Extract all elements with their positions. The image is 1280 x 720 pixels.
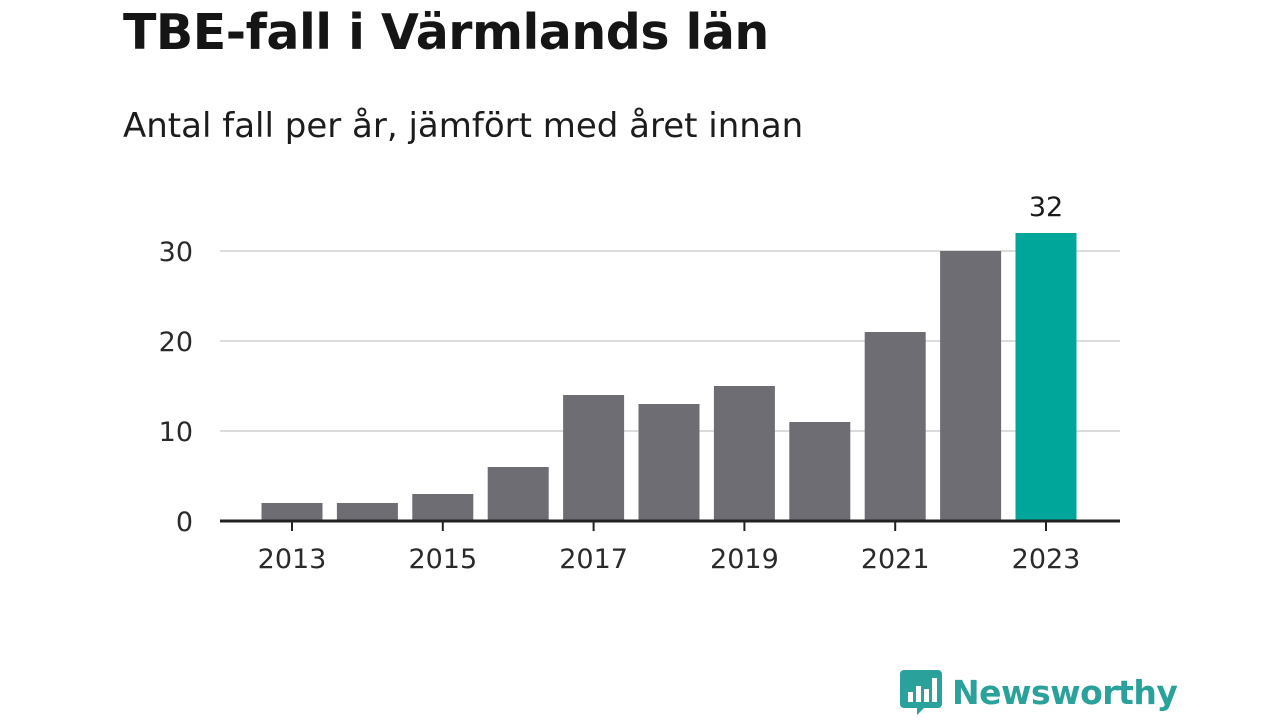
newsworthy-logo: Newsworthy — [900, 668, 1178, 716]
bar-2022 — [940, 251, 1002, 521]
bar-2019 — [713, 386, 775, 521]
bar-2013 — [261, 503, 323, 521]
x-tick-label: 2023 — [1012, 544, 1081, 575]
bar-chart: 0 10 20 30 32 2013 2015 2017 2019 2021 2023 — [159, 192, 1120, 575]
bar-2014 — [336, 503, 398, 521]
bar-2023 — [1015, 233, 1077, 521]
bar-2017 — [563, 395, 625, 521]
bar-2016 — [487, 467, 549, 521]
data-label: 32 — [1029, 192, 1063, 223]
bar-2020 — [789, 422, 851, 521]
y-tick-label: 20 — [159, 327, 193, 358]
y-tick-label: 0 — [176, 507, 193, 538]
x-tick-label: 2013 — [258, 544, 327, 575]
bar-2021 — [864, 332, 926, 521]
bar-chart-speech-bubble-icon — [900, 670, 942, 715]
chart-title: TBE-fall i Värmlands län — [123, 4, 769, 61]
bar-2018 — [638, 404, 700, 521]
y-tick-label: 30 — [159, 237, 193, 268]
chart-subtitle: Antal fall per år, jämfört med året inna… — [123, 106, 804, 146]
x-tick-label: 2021 — [861, 544, 930, 575]
x-tick-label: 2017 — [559, 544, 628, 575]
x-tick-label: 2019 — [710, 544, 779, 575]
x-tick-label: 2015 — [408, 544, 477, 575]
brand-name: Newsworthy — [952, 672, 1178, 712]
bar-2015 — [412, 494, 474, 521]
y-tick-label: 10 — [159, 417, 193, 448]
